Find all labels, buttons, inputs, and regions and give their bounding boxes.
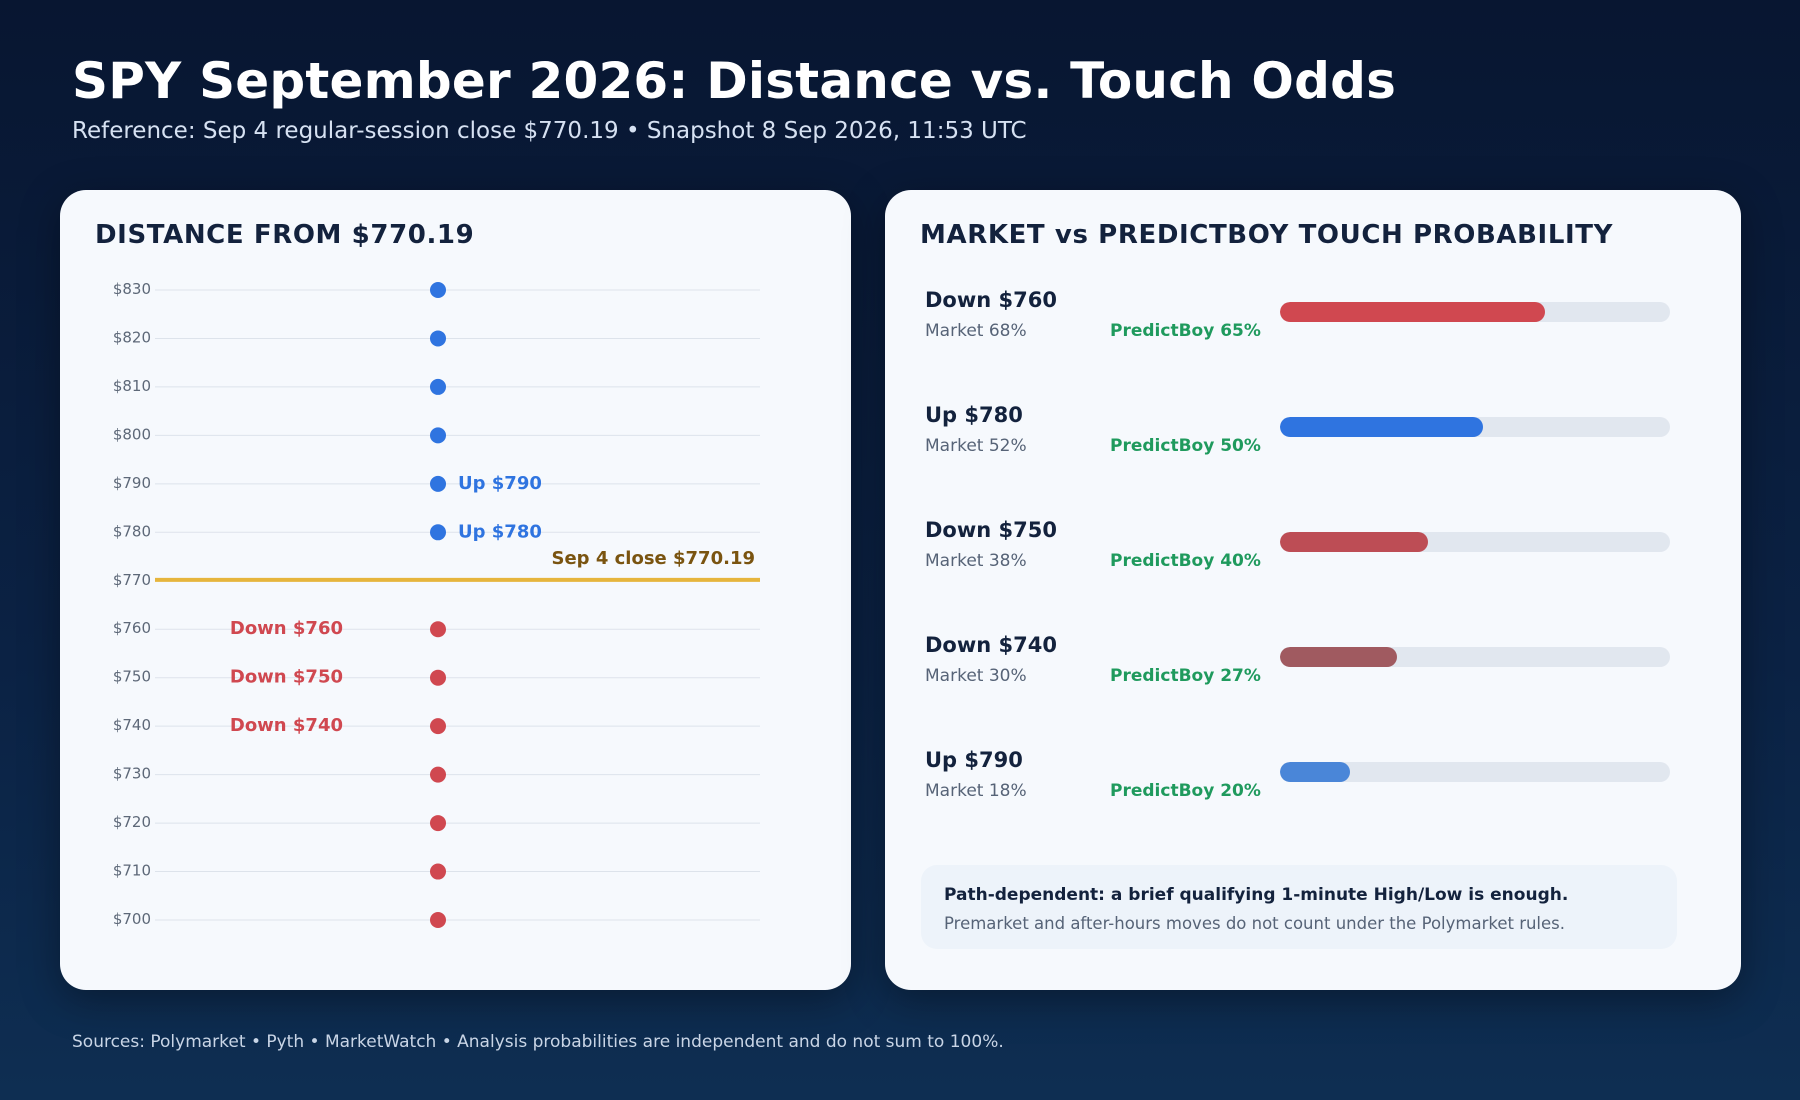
probability-bar-fill — [1280, 762, 1351, 782]
page-subtitle: Reference: Sep 4 regular-session close $… — [72, 118, 1027, 144]
row-label: Up $790 — [925, 748, 1023, 772]
up-level-dot — [430, 282, 446, 298]
probability-bar-fill — [1280, 417, 1483, 437]
row-label: Down $760 — [925, 288, 1057, 312]
down-level-dot — [430, 815, 446, 832]
header: SPY September 2026: Distance vs. Touch O… — [72, 52, 1396, 144]
tick-label: $720 — [113, 813, 151, 831]
page-title: SPY September 2026: Distance vs. Touch O… — [72, 52, 1397, 110]
probability-bar-track — [1280, 762, 1670, 782]
tick-label: $700 — [113, 910, 151, 928]
rules-note-text: Premarket and after-hours moves do not c… — [944, 914, 1566, 933]
down-level-dot — [430, 718, 446, 735]
probability-bar-fill — [1280, 302, 1546, 322]
distance-ladder-chart: $830 $820 $810 $800 $790 $780 $770 $760 $750 $740… — [113, 280, 760, 928]
tick-label: $830 — [113, 280, 151, 298]
market-probability: Market 38% — [925, 551, 1027, 571]
tick-label: $740 — [113, 716, 151, 734]
down-level-dot — [430, 669, 446, 686]
probability-bar-track — [1280, 532, 1670, 552]
tick-label: $770 — [113, 571, 151, 589]
up-level-dot — [430, 378, 446, 395]
up-level-dot — [430, 330, 446, 347]
probability-row: Down $750 Market 38% PredictBoy 40% — [925, 518, 1705, 633]
down-level-dot — [430, 863, 446, 880]
predictboy-probability: PredictBoy 27% — [1110, 666, 1261, 686]
rules-note-headline: Path-dependent: a brief qualifying 1-min… — [944, 885, 1569, 905]
tick-label: $760 — [113, 619, 151, 637]
distance-card: DISTANCE FROM $770.19 $830 $820 $810 $800 $7… — [60, 190, 851, 990]
level-label: Down $750 — [230, 667, 343, 688]
probability-card-title: MARKET vs PREDICTBOY TOUCH PROBABILITY — [920, 220, 1614, 250]
probability-bar-track — [1280, 647, 1670, 667]
reference-label: Sep 4 close $770.19 — [552, 548, 756, 569]
row-label: Down $740 — [925, 633, 1057, 657]
probability-row: Up $790 Market 18% PredictBoy 20% — [925, 748, 1705, 863]
predictboy-probability: PredictBoy 20% — [1110, 781, 1261, 801]
level-label: Up $780 — [458, 521, 542, 542]
level-label: Up $790 — [458, 473, 542, 494]
tick-label: $800 — [113, 425, 151, 443]
predictboy-probability: PredictBoy 65% — [1110, 321, 1261, 341]
probability-bar-track — [1280, 417, 1670, 437]
row-label: Up $780 — [925, 403, 1023, 427]
predictboy-probability: PredictBoy 50% — [1110, 436, 1261, 456]
sources-footer: Sources: Polymarket • Pyth • MarketWatch… — [72, 1032, 1004, 1052]
probability-bar-track — [1280, 302, 1670, 322]
market-probability: Market 52% — [925, 436, 1027, 456]
row-label: Down $750 — [925, 518, 1057, 542]
probability-rows: Down $760 Market 68% PredictBoy 65% Up $780… — [925, 288, 1705, 863]
market-probability: Market 68% — [925, 321, 1027, 341]
market-probability: Market 18% — [925, 781, 1027, 801]
rules-note: Path-dependent: a brief qualifying 1-min… — [921, 865, 1677, 949]
probability-row: Down $740 Market 30% PredictBoy 27% — [925, 633, 1705, 748]
probability-bar-fill — [1280, 532, 1429, 552]
down-level-dot — [430, 766, 446, 783]
predictboy-probability: PredictBoy 40% — [1110, 551, 1261, 571]
tick-label: $810 — [113, 377, 151, 395]
level-label: Down $760 — [230, 618, 343, 639]
up-level-dot — [430, 524, 446, 541]
tick-label: $820 — [113, 328, 151, 346]
distance-card-title: DISTANCE FROM $770.19 — [95, 220, 475, 250]
level-label: Down $740 — [230, 715, 343, 736]
tick-label: $730 — [113, 765, 151, 783]
down-level-dot — [430, 621, 446, 638]
down-level-dot — [430, 912, 446, 928]
tick-label: $750 — [113, 668, 151, 686]
tick-label: $710 — [113, 862, 151, 880]
tick-label: $780 — [113, 522, 151, 540]
probability-bar-fill — [1280, 647, 1397, 667]
probability-row: Down $760 Market 68% PredictBoy 65% — [925, 288, 1705, 403]
tick-label: $790 — [113, 474, 151, 492]
up-level-dot — [430, 475, 446, 492]
market-probability: Market 30% — [925, 666, 1027, 686]
probability-row: Up $780 Market 52% PredictBoy 50% — [925, 403, 1705, 518]
probability-card: MARKET vs PREDICTBOY TOUCH PROBABILITY D… — [885, 190, 1741, 990]
up-level-dot — [430, 427, 446, 444]
